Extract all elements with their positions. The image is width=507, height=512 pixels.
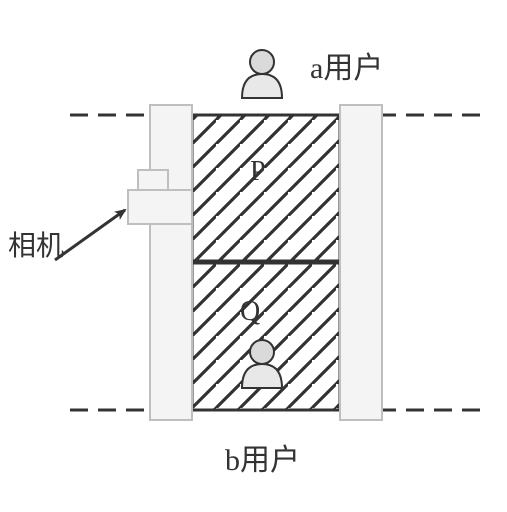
pillar-left <box>150 105 192 420</box>
camera-top <box>138 170 168 190</box>
label-user-a: a用户 <box>310 52 383 85</box>
label-camera: 相机 <box>8 230 64 262</box>
label-user-b: b用户 <box>225 444 300 477</box>
label-region-p: P <box>250 156 266 187</box>
label-region-q: Q <box>240 296 260 327</box>
region-p <box>192 115 340 262</box>
camera-arrow <box>55 210 125 260</box>
camera-body <box>128 190 192 224</box>
pillar-right <box>340 105 382 420</box>
user-a-icon <box>242 50 282 98</box>
